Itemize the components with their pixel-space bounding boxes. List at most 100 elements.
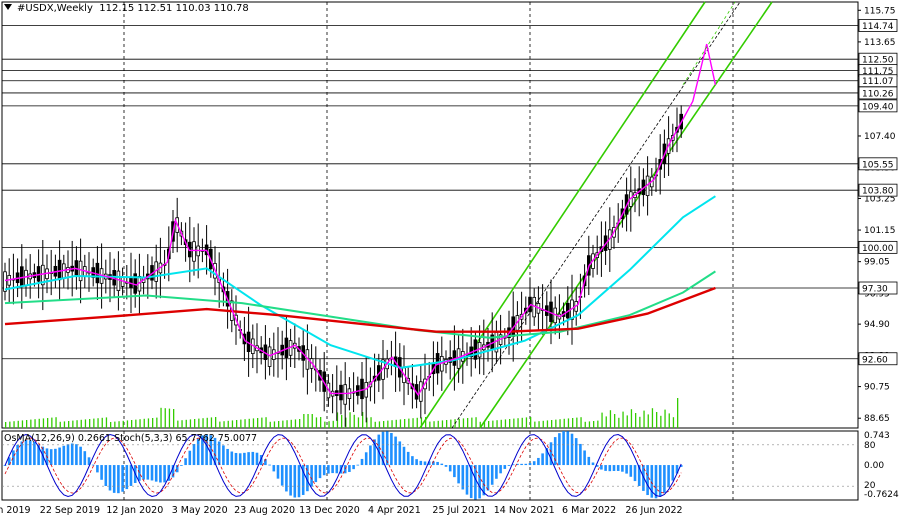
osma-bar (654, 465, 658, 499)
main-plot-frame (1, 1, 859, 429)
osma-bar (398, 441, 402, 466)
volume-bar (391, 420, 393, 428)
osma-bar (87, 457, 91, 466)
osma-bar (663, 465, 666, 493)
x-tick-label: 13 Dec 2020 (299, 505, 360, 516)
level-label-box (858, 281, 898, 295)
volume-bar (110, 422, 112, 428)
y-tick-label: 90.75 (864, 383, 890, 393)
osma-bar (125, 465, 129, 490)
volume-bar (672, 417, 675, 428)
x-tick-label: 14 Nov 2021 (494, 505, 555, 516)
level-label-box (858, 19, 898, 32)
osma-bar (532, 461, 536, 466)
osma-bar (604, 465, 607, 471)
x-tick-label: 4 Apr 2021 (368, 505, 421, 516)
osma-bar (104, 465, 108, 487)
y-tick-label: 88.65 (864, 414, 890, 424)
osma-bar (108, 465, 112, 491)
osma-bar (394, 436, 397, 466)
volume-bar (147, 418, 150, 428)
volume-bar (315, 417, 318, 428)
osma-bar (175, 465, 179, 473)
osma-bar (91, 464, 95, 466)
volume-bar (366, 417, 368, 428)
volume-bar (164, 408, 166, 428)
volume-bar (173, 409, 175, 428)
osma-bar (415, 459, 418, 466)
volume-bar (51, 417, 53, 428)
osma-bar (226, 448, 229, 466)
osma-bar (264, 459, 267, 466)
osma-bar (154, 465, 158, 482)
y-tick-label: 94.90 (864, 320, 890, 330)
volume-bar (462, 418, 465, 428)
volume-bar (349, 412, 351, 428)
volume-bar (194, 419, 196, 428)
volume-bar (378, 421, 381, 428)
level-label: 97.30 (862, 285, 888, 295)
osma-bar (285, 465, 288, 492)
volume-bar (513, 418, 515, 428)
volume-bar (307, 414, 309, 428)
volume-bar (219, 421, 221, 428)
volume-bar (97, 418, 99, 428)
x-tick-label: 3 May 2020 (172, 505, 228, 516)
volume-bar (399, 419, 402, 428)
volume-bar (664, 409, 666, 428)
volume-bar (231, 420, 234, 428)
volume-bar (59, 421, 61, 428)
volume-bar (5, 422, 7, 428)
osma-bar (356, 464, 360, 466)
x-tick-label: 25 Jul 2021 (432, 505, 486, 516)
volume-bar (559, 419, 561, 428)
y-tick-label: 107.40 (864, 132, 896, 142)
osma-bar (205, 434, 208, 466)
osma-bar (7, 457, 11, 466)
osma-bar (499, 465, 502, 474)
candle-body (95, 262, 100, 284)
volume-bar (622, 411, 624, 428)
volume-bar (395, 419, 397, 428)
osma-bar (129, 465, 133, 486)
volume-bar (551, 420, 553, 428)
osma-bar (142, 465, 145, 480)
volume-bar (269, 421, 271, 428)
volume-bar (101, 417, 103, 428)
osma-bar (625, 465, 628, 474)
volume-bar (26, 420, 28, 428)
dropdown-icon[interactable] (4, 4, 12, 10)
osma-bar (495, 465, 498, 479)
osma-bar (541, 453, 544, 466)
volume-bar (563, 418, 565, 428)
chart-symbol: #USDX,Weekly (17, 3, 93, 14)
osma-bar (24, 439, 28, 466)
osma-bar (360, 458, 364, 466)
volume-bar (588, 421, 591, 428)
osma-bar (427, 461, 431, 466)
volume-bar (668, 413, 670, 428)
indicator-y-label: 20 (864, 481, 876, 491)
osma-bar (188, 450, 192, 466)
volume-bar (240, 419, 242, 428)
volume-bar (626, 415, 628, 428)
level-label-box (858, 240, 898, 254)
osma-bar (348, 465, 351, 472)
volume-bar (84, 419, 87, 428)
volume-bar (471, 417, 473, 428)
osma-bar (516, 463, 519, 466)
osma-bar (180, 465, 183, 466)
osma-bar (520, 463, 523, 466)
volume-bar (38, 418, 40, 428)
volume-bar (55, 417, 57, 428)
osma-bar (49, 449, 53, 466)
osma-bar (33, 441, 36, 466)
volume-bar (416, 417, 418, 428)
osma-bar (545, 447, 549, 466)
level-label-box (858, 86, 898, 100)
osma-bar (562, 431, 565, 466)
osma-bar (314, 465, 318, 483)
volume-bars (5, 398, 679, 428)
osma-bar (297, 465, 301, 498)
level-label-box (858, 183, 898, 197)
